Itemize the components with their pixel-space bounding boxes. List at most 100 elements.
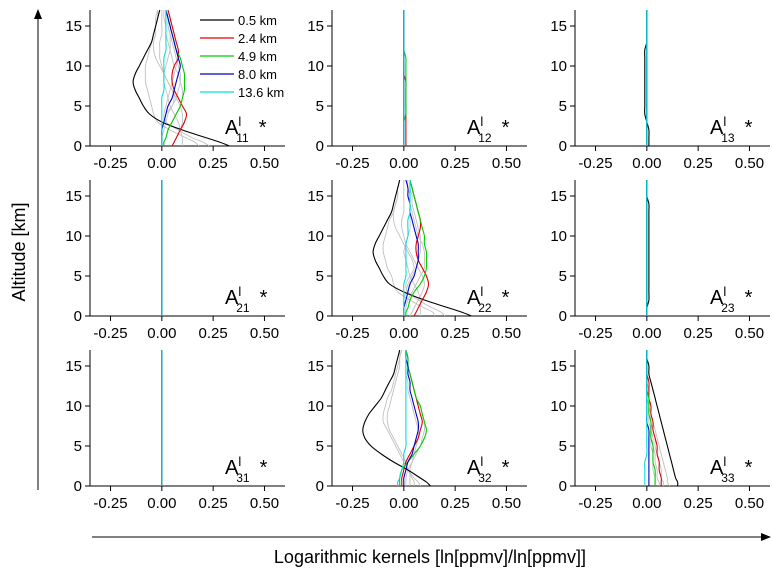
y-tick-label: 10: [65, 228, 82, 245]
y-tick-label: 0: [559, 478, 567, 495]
x-tick-label: -0.25: [335, 495, 369, 512]
curves: [132, 10, 230, 146]
panel-label: Al 22 *: [467, 284, 510, 315]
x-tick-label: 0.25: [441, 495, 470, 512]
y-tick-label: 15: [550, 18, 567, 35]
y-tick-label: 15: [65, 188, 82, 205]
curves: [644, 10, 650, 146]
kernel-curve: [161, 10, 182, 146]
legend-item: 2.4 km: [200, 31, 277, 46]
x-tick-label: 0.50: [492, 155, 521, 172]
kernel-curve: [167, 10, 188, 146]
panel-21: 0 5 10 15 -0.25 0.00 0.25 0.50 Al 21 *: [65, 180, 285, 342]
y-tick-label: 10: [307, 228, 324, 245]
curves: [362, 350, 431, 486]
x-tick-label: 0.25: [199, 495, 228, 512]
kernel-curve: [405, 180, 428, 316]
x-tick-label: 0.00: [147, 495, 176, 512]
y-tick-label: 5: [316, 268, 324, 285]
x-tick-label: 0.50: [250, 495, 279, 512]
x-axis-title: Logarithmic kernels [ln[ppmv]/ln[ppmv]]: [274, 547, 586, 567]
kernel-curve: [396, 350, 407, 486]
x-tick-label: 0.50: [250, 155, 279, 172]
panel-label: Al 32 *: [467, 454, 510, 485]
panel-label: Al 12 *: [467, 114, 510, 145]
panel-22: 0 5 10 15 -0.25 0.00 0.25 0.50 Al 22 *: [307, 180, 527, 342]
y-tick-label: 15: [65, 18, 82, 35]
y-tick-label: 5: [559, 438, 567, 455]
panel-label: Al 31 *: [225, 454, 268, 485]
panel-12: 0 5 10 15 -0.25 0.00 0.25 0.50 Al 12 *: [307, 10, 527, 172]
panel-label: Al 23 *: [710, 284, 753, 315]
panel-32: 0 5 10 15 -0.25 0.00 0.25 0.50 Al 32 *: [307, 350, 527, 512]
curves: [644, 350, 679, 486]
curves: [403, 10, 407, 146]
y-tick-label: 10: [307, 398, 324, 415]
panel-grid: 0 5 10 15 -0.25 0.00 0.25 0.50 Al 11 * 0 5 10 15 -0.25 0…: [65, 10, 770, 512]
y-tick-label: 0: [74, 478, 82, 495]
y-tick-label: 15: [307, 18, 324, 35]
y-tick-label: 10: [65, 58, 82, 75]
x-tick-label: -0.25: [578, 495, 612, 512]
x-tick-label: 0.50: [492, 495, 521, 512]
x-tick-label: 0.00: [389, 155, 418, 172]
panel-23: 0 5 10 15 -0.25 0.00 0.25 0.50 Al 23 *: [550, 180, 770, 342]
y-tick-label: 0: [559, 308, 567, 325]
kernel-curve: [372, 180, 472, 316]
x-tick-label: -0.25: [578, 155, 612, 172]
legend-label: 0.5 km: [238, 13, 277, 28]
panel-33: 0 5 10 15 -0.25 0.00 0.25 0.50 Al 33 *: [550, 350, 770, 512]
kernel-curve: [362, 350, 431, 486]
y-tick-label: 15: [65, 358, 82, 375]
panel-label: Al 33 *: [710, 454, 753, 485]
y-tick-label: 5: [74, 268, 82, 285]
legend: 0.5 km 2.4 km 4.9 km 8.0 km 13.6 km: [200, 13, 284, 100]
y-tick-label: 10: [550, 398, 567, 415]
y-tick-label: 5: [316, 98, 324, 115]
y-tick-label: 0: [559, 138, 567, 155]
curves: [372, 180, 472, 316]
panel-31: 0 5 10 15 -0.25 0.00 0.25 0.50 Al 31 *: [65, 350, 285, 512]
kernel-curve: [403, 180, 411, 316]
y-tick-label: 15: [550, 188, 567, 205]
x-tick-label: 0.25: [199, 155, 228, 172]
x-tick-label: -0.25: [93, 155, 127, 172]
y-tick-label: 5: [559, 268, 567, 285]
y-tick-label: 0: [316, 478, 324, 495]
legend-item: 13.6 km: [200, 85, 284, 100]
legend-label: 4.9 km: [238, 49, 277, 64]
y-tick-label: 15: [550, 358, 567, 375]
curves: [646, 180, 650, 316]
panel-13: 0 5 10 15 -0.25 0.00 0.25 0.50 Al 13 *: [550, 10, 770, 172]
x-tick-label: 0.00: [147, 155, 176, 172]
y-tick-label: 5: [316, 438, 324, 455]
x-tick-label: 0.25: [684, 495, 713, 512]
x-tick-label: 0.00: [632, 155, 661, 172]
panel-label: Al 13 *: [710, 114, 753, 145]
y-tick-label: 10: [550, 228, 567, 245]
x-tick-label: 0.25: [441, 155, 470, 172]
y-tick-label: 5: [74, 438, 82, 455]
x-tick-label: -0.25: [335, 325, 369, 342]
x-tick-label: 0.25: [441, 325, 470, 342]
y-tick-label: 0: [316, 308, 324, 325]
x-tick-label: -0.25: [93, 495, 127, 512]
y-tick-label: 0: [74, 138, 82, 155]
x-tick-label: 0.00: [147, 325, 176, 342]
y-tick-label: 5: [559, 98, 567, 115]
x-tick-label: 0.50: [492, 325, 521, 342]
x-tick-label: 0.25: [684, 155, 713, 172]
legend-label: 8.0 km: [238, 67, 277, 82]
y-axis-title: Altitude [km]: [9, 202, 29, 301]
x-tick-label: 0.00: [389, 325, 418, 342]
y-tick-label: 15: [307, 358, 324, 375]
kernel-curve: [646, 350, 679, 486]
panel-label: Al 21 *: [225, 284, 268, 315]
x-tick-label: 0.25: [684, 325, 713, 342]
legend-label: 13.6 km: [238, 85, 284, 100]
kernel-curve: [161, 10, 167, 146]
y-tick-label: 5: [74, 98, 82, 115]
legend-label: 2.4 km: [238, 31, 277, 46]
panel-label: Al 11 *: [225, 114, 267, 145]
